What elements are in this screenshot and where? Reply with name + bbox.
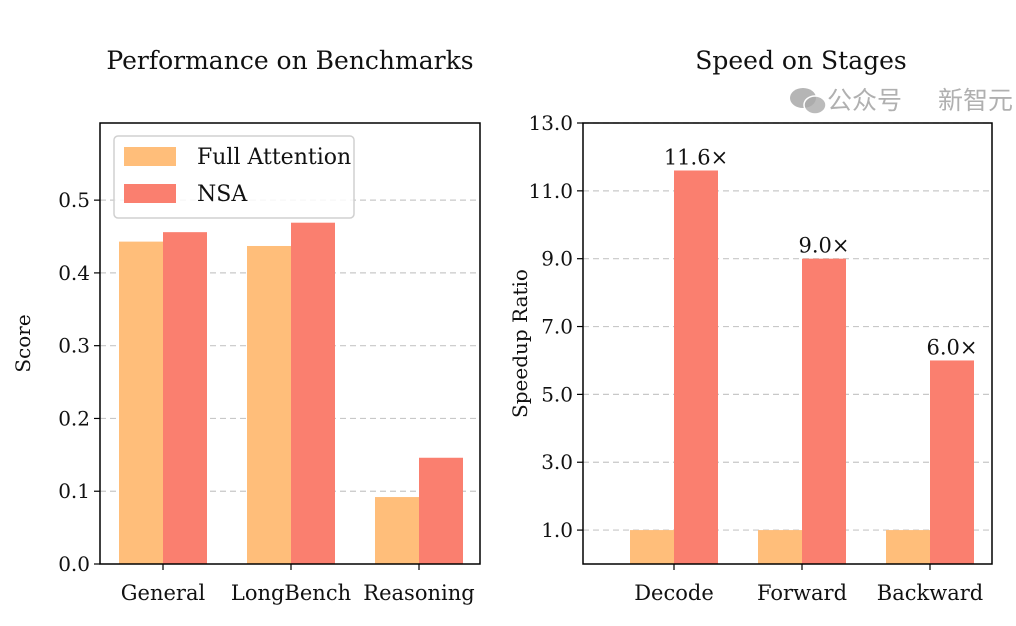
bar-full-attention-longbench: [247, 245, 291, 564]
y-tick-label: 3.0: [541, 450, 573, 474]
plot-frame: [99, 122, 481, 565]
y-tick-label: 0.0: [58, 552, 90, 576]
x-tick-label: Forward: [757, 581, 847, 605]
bar-full-attention-general: [119, 241, 163, 564]
y-tick-label: 0.3: [58, 334, 90, 358]
wechat-icon: [788, 86, 828, 116]
chart-title: Performance on Benchmarks: [106, 46, 473, 75]
y-tick-label: 0.1: [58, 479, 90, 503]
bar-nsa-reasoning: [419, 457, 463, 564]
data-label: 11.6×: [664, 145, 728, 169]
legend-swatch: [124, 147, 176, 166]
bar-full-attention-reasoning: [375, 497, 419, 564]
x-tick-label: Backward: [877, 581, 983, 605]
y-tick-label: 0.2: [58, 406, 90, 430]
bar-nsa-forward: [802, 258, 846, 564]
data-label: 9.0×: [799, 234, 850, 258]
plot-frame: [582, 122, 993, 565]
bar-full-attention-decode: [630, 530, 674, 564]
bar-nsa-backward: [930, 360, 974, 564]
y-tick-label: 11.0: [528, 179, 573, 203]
y-tick-label: 0.5: [58, 188, 90, 212]
bar-nsa-longbench: [291, 222, 335, 565]
legend-label: NSA: [197, 182, 248, 207]
bar-nsa-general: [163, 232, 207, 564]
watermark-right-text: 新智元: [938, 86, 1014, 115]
y-tick-label: 5.0: [541, 382, 573, 406]
x-tick-label: Decode: [634, 581, 714, 605]
x-tick-label: LongBench: [231, 581, 351, 605]
watermark-left-text: 公众号: [827, 86, 903, 115]
y-tick-label: 7.0: [541, 315, 573, 339]
y-tick-label: 13.0: [528, 111, 573, 135]
y-tick-label: 0.4: [58, 261, 90, 285]
legend-label: Full Attention: [197, 145, 351, 170]
y-tick-label: 9.0: [541, 247, 573, 271]
data-label: 6.0×: [927, 335, 978, 359]
y-axis-label: Speedup Ratio: [508, 269, 532, 418]
x-tick-label: General: [121, 581, 206, 605]
bar-nsa-decode: [674, 170, 718, 564]
bar-full-attention-forward: [758, 530, 802, 564]
x-tick-label: Reasoning: [363, 581, 474, 605]
chart-title: Speed on Stages: [695, 46, 906, 75]
y-axis-label: Score: [11, 314, 35, 372]
legend-swatch: [124, 184, 176, 203]
y-tick-label: 1.0: [541, 518, 573, 542]
bar-full-attention-backward: [886, 530, 930, 564]
